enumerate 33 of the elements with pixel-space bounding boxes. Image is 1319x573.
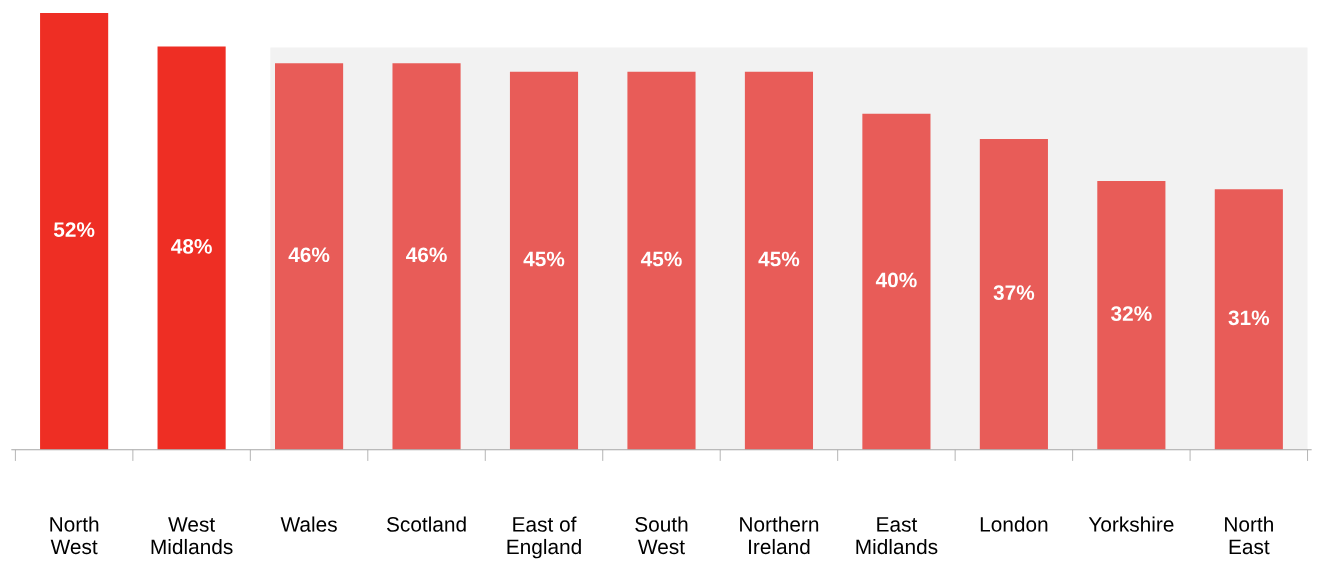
- x-tick-label: Northern Ireland: [740, 516, 819, 555]
- bar: [1097, 180, 1166, 450]
- data-label: 46%: [406, 247, 447, 263]
- data-label: 40%: [875, 272, 917, 288]
- bar: [509, 71, 579, 450]
- x-tick-label: London: [980, 516, 1048, 532]
- data-label: 52%: [53, 222, 95, 237]
- bar: [275, 63, 344, 450]
- bar: [392, 63, 461, 450]
- x-tick-label: North East: [1225, 516, 1273, 555]
- x-tick-label: Scotland: [386, 516, 466, 532]
- x-tick-label: North West: [50, 516, 99, 555]
- data-label: 48%: [171, 239, 212, 254]
- data-label: 37%: [993, 285, 1035, 300]
- data-label: 45%: [758, 251, 800, 267]
- bar: [157, 46, 226, 450]
- data-label: 32%: [1110, 306, 1152, 321]
- data-label: 45%: [640, 251, 682, 267]
- x-tick-label: Wales: [280, 516, 337, 532]
- bar: [744, 71, 814, 450]
- bar: [627, 71, 696, 450]
- bar: [40, 12, 109, 450]
- bar: [979, 138, 1048, 450]
- x-tick-label: South West: [635, 516, 688, 555]
- data-label: 31%: [1228, 310, 1270, 326]
- x-tick-label: West Midlands: [151, 517, 233, 555]
- bar: [1214, 189, 1283, 450]
- data-label: 45%: [523, 251, 565, 267]
- data-label: 46%: [288, 247, 330, 263]
- x-tick-label: East of England: [507, 516, 581, 559]
- bar: [862, 113, 931, 450]
- x-tick-label: East Midlands: [856, 517, 938, 555]
- x-tick-label: Yorkshire: [1088, 516, 1174, 532]
